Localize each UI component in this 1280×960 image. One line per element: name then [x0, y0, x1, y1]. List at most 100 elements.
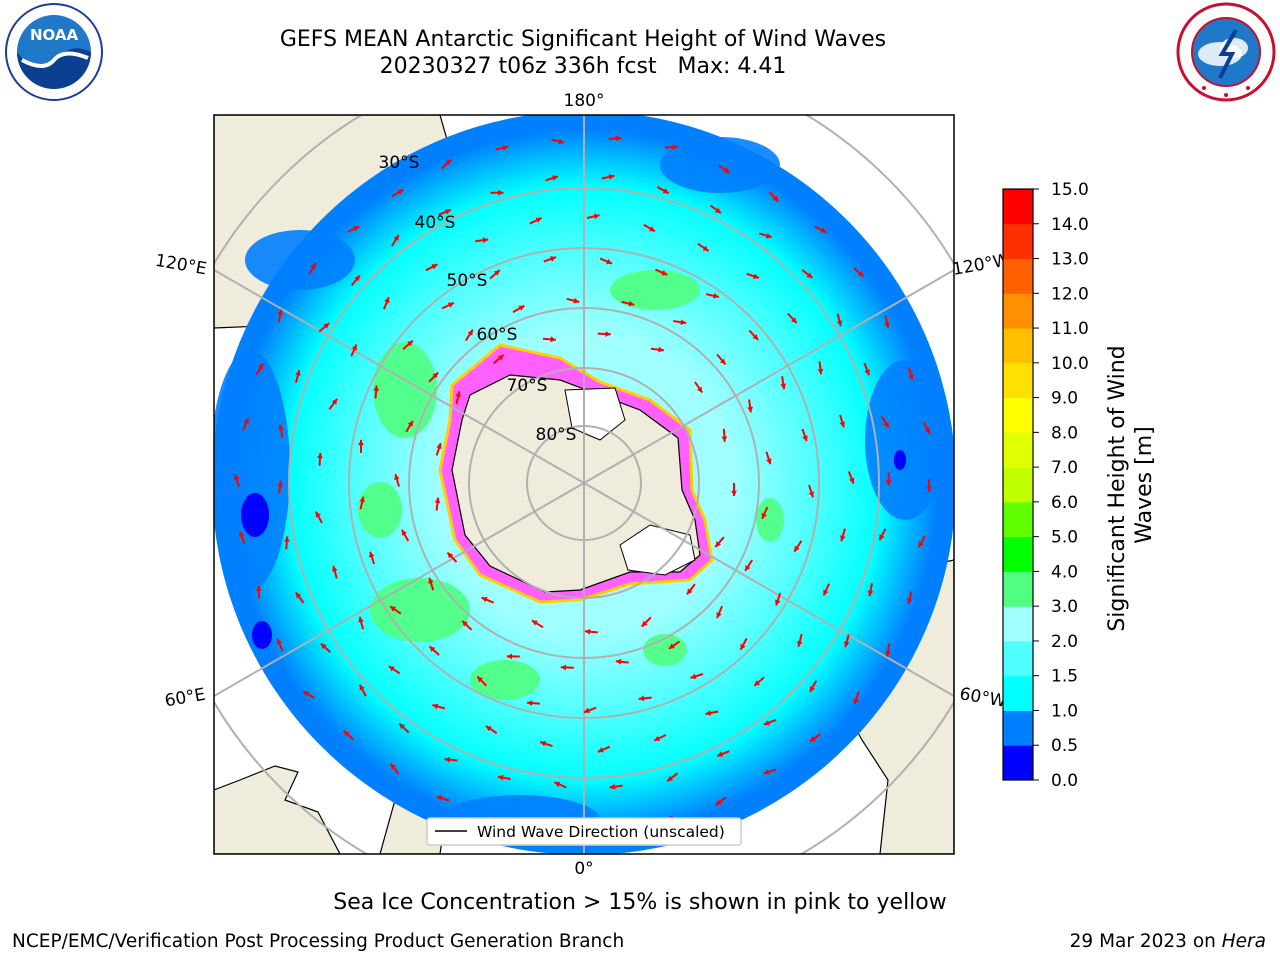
- footer-date-text: 29 Mar 2023 on: [1069, 931, 1222, 952]
- wave-arrow-head: [550, 336, 556, 343]
- wave-arrow-head: [780, 383, 787, 390]
- wave-arrow-head: [641, 620, 648, 627]
- colorbar-segment: [1003, 501, 1033, 538]
- colorbar-tick-label: 5.0: [1051, 528, 1078, 548]
- wave-arrow-head: [467, 329, 473, 336]
- wave-arrow-head: [527, 700, 533, 706]
- wave-arrow-head: [256, 585, 262, 592]
- wave-arrow-head: [809, 736, 816, 742]
- wave-arrow-head: [649, 226, 655, 232]
- lon-label-0: 0°: [574, 859, 593, 879]
- footer-credit: NCEP/EMC/Verification Post Processing Pr…: [12, 931, 625, 952]
- wave-arrow-head: [753, 273, 759, 279]
- colorbar-tick-label: 3.0: [1051, 597, 1078, 617]
- colorbar-tick-label: 14.0: [1051, 215, 1089, 235]
- lat-label-80s: 80°S: [536, 425, 577, 445]
- map-frame: [213, 114, 955, 855]
- wave-arrow-head: [388, 666, 395, 672]
- wave-arrow-head: [243, 418, 249, 425]
- wave-arrow-head: [593, 213, 600, 220]
- wave-arrow-head: [820, 227, 827, 233]
- colorbar-tick-label: 10.0: [1051, 354, 1089, 374]
- wave-arrow-head: [752, 334, 759, 340]
- wave-arrow-head: [817, 368, 824, 375]
- wave-arrow-head: [908, 374, 914, 380]
- wave-arrow-head: [558, 138, 565, 145]
- wave-arrow-head: [808, 491, 815, 498]
- wave-arrow-head: [407, 340, 413, 347]
- wave-arrow-head: [918, 541, 924, 548]
- wave-arrow-head: [482, 237, 489, 244]
- wave-arrow-head: [399, 723, 406, 730]
- wave-arrow-head: [485, 726, 492, 732]
- chart-title: GEFS MEAN Antarctic Significant Height o…: [0, 26, 1166, 80]
- wave-arrow-head: [369, 551, 375, 558]
- wave-arrow-head: [638, 695, 645, 702]
- wave-arrow-head: [715, 541, 721, 547]
- wave-arrow-head: [447, 552, 454, 559]
- graticule: [214, 115, 954, 854]
- colorbar-tick-label: 0.0: [1051, 771, 1078, 791]
- noaa-logo-text: NOAA: [30, 26, 79, 44]
- wave-arrow-head: [719, 358, 726, 365]
- title-line-2: 20230327 t06z 336h fcst Max: 4.41: [379, 54, 787, 79]
- wave-arrow-head: [609, 783, 616, 790]
- colorbar-segment: [1003, 640, 1033, 677]
- wave-arrow-head: [432, 703, 439, 710]
- wave-arrow-head: [332, 565, 338, 572]
- wave-arrow-head: [823, 589, 829, 596]
- nws-logo: [1176, 2, 1276, 102]
- wave-arrow-head: [608, 174, 615, 180]
- wave-arrow-head: [791, 317, 797, 324]
- noaa-logo: NOAA: [5, 3, 103, 101]
- wave-arrow-head: [277, 480, 283, 487]
- wave-arrow-head: [277, 309, 283, 316]
- colorbar-tick-label: 4.0: [1051, 562, 1078, 582]
- wave-arrow-head: [857, 270, 864, 277]
- colorbar-label: Significant Height of Wind Waves [m]: [1105, 338, 1157, 631]
- colorbar-tick-label: 11.0: [1051, 319, 1089, 339]
- wave-arrow-head: [358, 439, 364, 446]
- lat-label-60s: 60°S: [477, 325, 518, 345]
- wave-arrow-head: [359, 496, 365, 503]
- wave-arrow-head: [615, 658, 622, 665]
- lat-label-70s: 70°S: [507, 376, 548, 396]
- wave-arrow-head: [687, 588, 693, 595]
- wave-arrow-head: [317, 452, 323, 459]
- wave-arrow-head: [445, 159, 452, 166]
- wave-arrow-head: [810, 685, 815, 692]
- wave-arrow-head: [540, 740, 547, 747]
- colorbar-segment: [1003, 189, 1033, 225]
- wave-arrow-head: [662, 188, 669, 194]
- lowest-wave-patches: [241, 450, 906, 649]
- wave-arrow-head: [584, 707, 590, 714]
- colorbar-segment: [1003, 710, 1033, 746]
- wave-arrow-head: [761, 512, 767, 519]
- footer-date: 29 Mar 2023 on Hera: [1070, 931, 1266, 952]
- wave-arrow-head: [295, 592, 302, 599]
- wave-arrow-head: [401, 529, 407, 536]
- wave-arrow-head: [597, 747, 604, 753]
- wave-arrow-head: [390, 763, 397, 770]
- wave-arrow-head: [444, 209, 451, 215]
- wave-arrow-head: [323, 323, 330, 329]
- wave-arrow-head: [765, 233, 772, 239]
- colorbar: 0.0 0.5 1.0 1.5 2.0 3.0 4.0 5.0 6.0 7.0 8.0 9.0 10.0…: [1002, 180, 1089, 791]
- wave-arrow-head: [705, 710, 712, 716]
- wave-arrow-head: [481, 597, 488, 603]
- colorbar-tick-label: 13.0: [1051, 250, 1089, 270]
- wave-arrow-head: [843, 641, 850, 648]
- lon-label-180: 180°: [564, 91, 605, 111]
- wave-arrow-head: [436, 443, 442, 449]
- wave-arrow-head: [358, 616, 364, 623]
- wave-arrow-head: [879, 534, 885, 541]
- wave-arrow-head: [906, 598, 913, 604]
- colorbar-segment: [1003, 675, 1033, 711]
- wave-direction-arrows: [234, 135, 932, 829]
- wave-arrow-head: [429, 646, 436, 652]
- wave-arrow-head: [498, 189, 504, 196]
- wave-arrow-head: [721, 436, 728, 442]
- wave-arrow-head: [606, 258, 613, 265]
- wave-arrow-head: [716, 612, 722, 619]
- wave-arrow-head: [390, 606, 397, 612]
